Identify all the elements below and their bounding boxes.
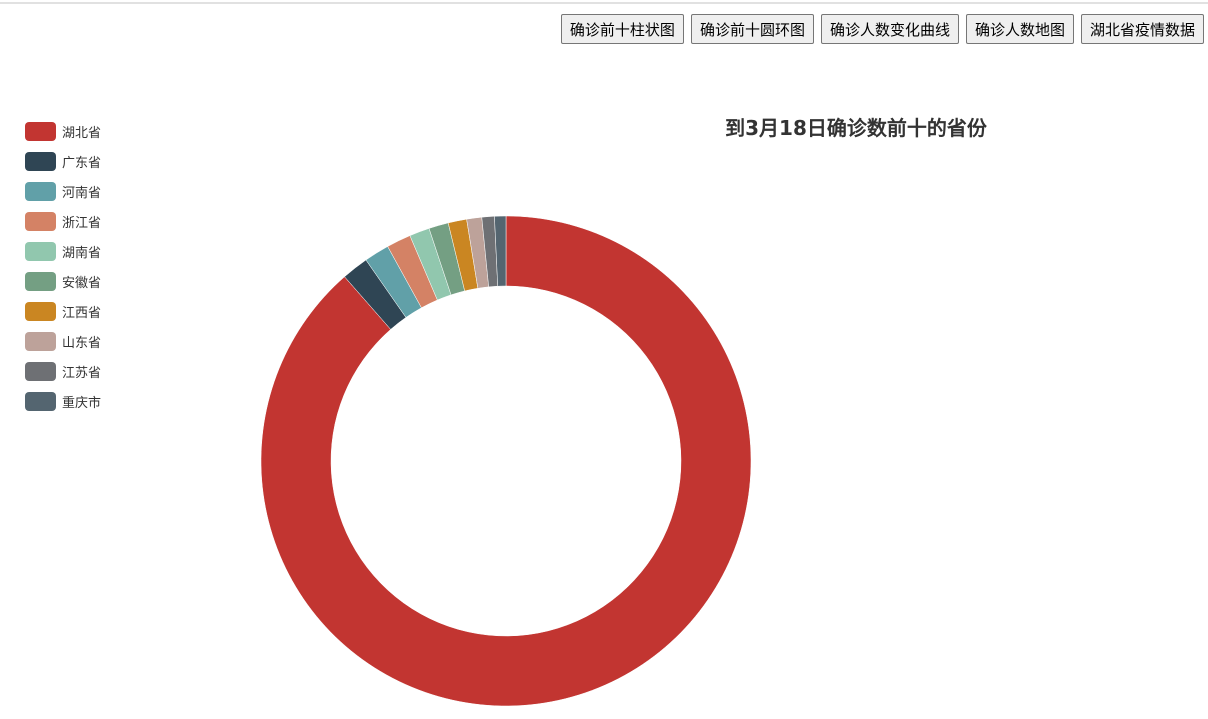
- legend-item[interactable]: 江苏省: [25, 356, 145, 386]
- legend-item[interactable]: 广东省: [25, 146, 145, 176]
- legend-item[interactable]: 江西省: [25, 296, 145, 326]
- legend-label: 江西省: [62, 305, 102, 321]
- legend-label: 江苏省: [62, 365, 102, 381]
- legend-swatch: [25, 361, 56, 381]
- donut-chart-button[interactable]: 确诊前十圆环图: [690, 14, 814, 44]
- trend-curve-button[interactable]: 确诊人数变化曲线: [820, 14, 959, 44]
- legend-item[interactable]: 重庆市: [25, 386, 145, 416]
- legend-item[interactable]: 河南省: [25, 176, 145, 206]
- bar-chart-button[interactable]: 确诊前十柱状图: [560, 14, 684, 44]
- map-button[interactable]: 确诊人数地图: [965, 14, 1074, 44]
- legend-item[interactable]: 湖北省: [25, 116, 145, 146]
- donut-slice[interactable]: [260, 215, 752, 707]
- chart-nav: 确诊前十柱状图 确诊前十圆环图 确诊人数变化曲线 确诊人数地图 湖北省疫情数据: [560, 14, 1204, 44]
- legend-item[interactable]: 山东省: [25, 326, 145, 356]
- legend-swatch: [25, 151, 56, 171]
- legend-swatch: [25, 391, 56, 411]
- legend-swatch: [25, 301, 56, 321]
- legend-label: 湖南省: [62, 245, 102, 261]
- chart-title: 到3月18日确诊数前十的省份: [725, 116, 987, 140]
- legend-label: 重庆市: [62, 395, 102, 411]
- legend-swatch: [25, 121, 56, 141]
- legend-label: 广东省: [62, 155, 102, 171]
- legend-item[interactable]: 安徽省: [25, 266, 145, 296]
- donut-slice[interactable]: [494, 215, 507, 287]
- legend-swatch: [25, 271, 56, 291]
- legend-swatch: [25, 241, 56, 261]
- legend-label: 安徽省: [62, 275, 102, 291]
- legend-item[interactable]: 浙江省: [25, 206, 145, 236]
- legend-swatch: [25, 211, 56, 231]
- chart-legend: 湖北省广东省河南省浙江省湖南省安徽省江西省山东省江苏省重庆市: [25, 116, 145, 416]
- top-divider: [0, 2, 1208, 4]
- legend-item[interactable]: 湖南省: [25, 236, 145, 266]
- hubei-data-button[interactable]: 湖北省疫情数据: [1080, 14, 1204, 44]
- legend-label: 湖北省: [62, 125, 102, 141]
- legend-swatch: [25, 181, 56, 201]
- legend-label: 浙江省: [62, 215, 102, 231]
- legend-label: 河南省: [62, 185, 102, 201]
- legend-swatch: [25, 331, 56, 351]
- legend-label: 山东省: [62, 335, 102, 351]
